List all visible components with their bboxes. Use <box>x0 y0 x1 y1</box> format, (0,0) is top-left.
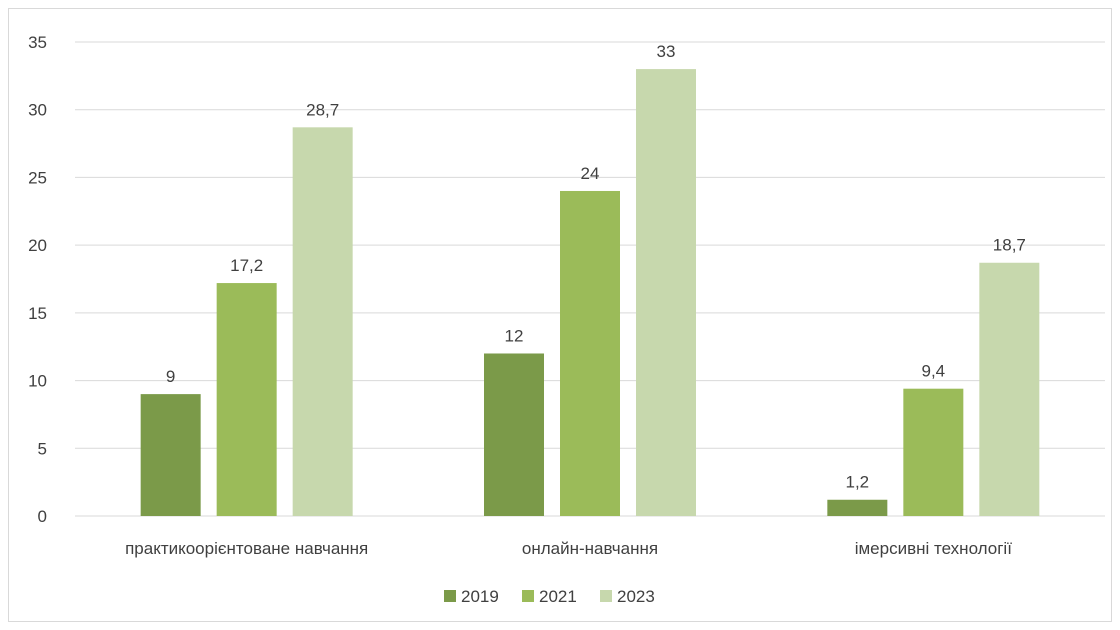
legend-label: 2019 <box>461 587 499 606</box>
bar-2021 <box>903 388 964 516</box>
bar-2021 <box>216 283 277 516</box>
bar-2019 <box>140 394 201 516</box>
bar-2023 <box>636 69 696 517</box>
bar-2021 <box>560 190 620 516</box>
data-label: 1,2 <box>846 473 870 492</box>
x-category-label: онлайн-навчання <box>522 539 658 558</box>
data-label: 24 <box>581 164 600 183</box>
data-label: 28,7 <box>306 100 339 119</box>
data-label: 33 <box>657 42 676 61</box>
x-category-label: імерсивні технології <box>855 539 1012 558</box>
data-label: 18,7 <box>993 236 1026 255</box>
legend: 2019 2021 2023 <box>444 587 655 606</box>
bar-2023 <box>979 262 1040 516</box>
y-tick-label: 15 <box>28 304 47 323</box>
y-tick-label: 20 <box>28 236 47 255</box>
x-axis-categories: практикоорієнтоване навчання онлайн-навча… <box>125 539 1012 558</box>
y-tick-label: 5 <box>38 439 47 458</box>
data-labels: 9 17,2 28,7 12 24 33 1,2 9,4 18,7 <box>166 42 1026 492</box>
bar-2023 <box>292 127 353 516</box>
y-tick-label: 35 <box>28 33 47 52</box>
y-tick-label: 30 <box>28 101 47 120</box>
data-label: 9,4 <box>922 362 946 381</box>
legend-swatch-2021 <box>522 590 534 602</box>
x-category-label: практикоорієнтоване навчання <box>125 539 368 558</box>
data-label: 9 <box>166 367 175 386</box>
y-tick-label: 10 <box>28 372 47 391</box>
legend-swatch-2023 <box>600 590 612 602</box>
legend-label: 2021 <box>539 587 577 606</box>
bar-chart: 0 5 10 15 20 25 30 35 9 17,2 28,7 12 24 33 1,2 9,4 18,7… <box>28 33 1105 606</box>
bar-2019 <box>484 353 544 516</box>
bars-group <box>140 69 1040 517</box>
y-tick-label: 0 <box>38 507 47 526</box>
data-label: 12 <box>505 326 524 345</box>
y-tick-label: 25 <box>28 168 47 187</box>
data-label: 17,2 <box>230 256 263 275</box>
bar-2019 <box>827 499 888 516</box>
chart-area: 0 5 10 15 20 25 30 35 9 17,2 28,7 12 24 33 1,2 9,4 18,7… <box>8 8 1112 622</box>
legend-swatch-2019 <box>444 590 456 602</box>
y-axis-ticks: 0 5 10 15 20 25 30 35 <box>28 33 47 526</box>
legend-label: 2023 <box>617 587 655 606</box>
